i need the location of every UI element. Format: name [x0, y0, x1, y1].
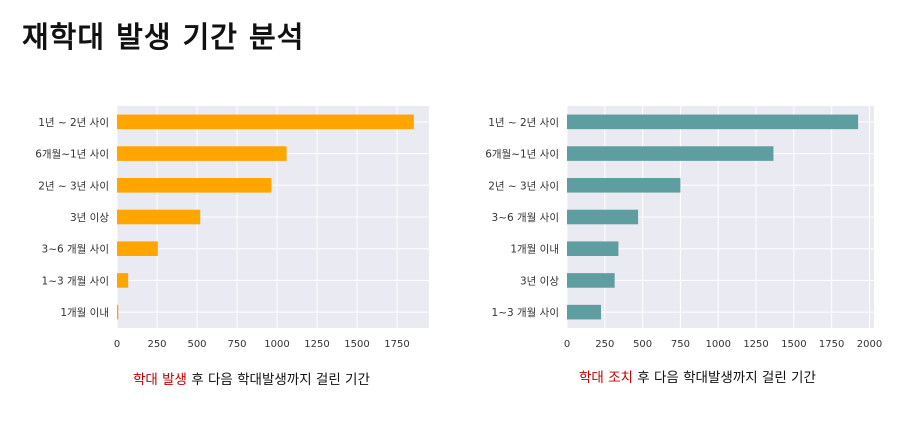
- right-bar: [567, 209, 639, 225]
- right-tick-label: 1250: [743, 339, 768, 350]
- right-tick-label: 1750: [819, 339, 844, 350]
- left-bar: [117, 209, 201, 225]
- right-category-label: 1개월 이내: [510, 244, 559, 256]
- right-bar: [567, 146, 774, 161]
- left-tick-label: 500: [187, 339, 206, 350]
- page-title: 재학대 발생 기간 분석: [22, 20, 305, 54]
- left-bar: [117, 146, 287, 161]
- left-tick-label: 1250: [304, 339, 329, 350]
- left-category-label: 1~3 개월 사이: [42, 275, 109, 287]
- right-category-label: 2년 ~ 3년 사이: [488, 180, 559, 192]
- right-bar: [567, 273, 615, 288]
- caption-left-highlight: 학대 발생: [133, 372, 187, 388]
- left-category-label: 1년 ~ 2년 사이: [38, 117, 109, 129]
- left-bar: [117, 273, 129, 288]
- left-category-label: 1개월 이내: [60, 307, 109, 319]
- left-tick-label: 250: [147, 339, 166, 350]
- left-bar: [117, 241, 158, 257]
- left-category-label: 2년 ~ 3년 사이: [38, 180, 109, 192]
- left-bar: [117, 304, 119, 320]
- left-bar: [117, 177, 272, 193]
- right-tick-label: 250: [595, 339, 614, 350]
- left-tick-label: 1000: [264, 339, 289, 350]
- right-bar: [567, 114, 859, 130]
- caption-right-rest: 후 다음 학대발생까지 걸린 기간: [632, 370, 816, 386]
- caption-left: 학대 발생 후 다음 학대발생까지 걸린 기간: [133, 368, 370, 388]
- caption-right-highlight: 학대 조치: [579, 370, 633, 386]
- left-tick-label: 0: [114, 339, 120, 350]
- right-bar: [567, 177, 681, 193]
- left-bar: [117, 114, 414, 130]
- right-tick-label: 1500: [781, 339, 806, 350]
- right-category-label: 1~3 개월 사이: [492, 307, 559, 319]
- left-category-label: 3~6 개월 사이: [42, 244, 109, 256]
- left-category-label: 3년 이상: [70, 212, 109, 224]
- left-tick-label: 750: [227, 339, 246, 350]
- right-tick-label: 1000: [706, 339, 731, 350]
- right-category-label: 3~6 개월 사이: [492, 212, 559, 224]
- right-bar: [567, 304, 602, 320]
- left-category-label: 6개월~1년 사이: [35, 149, 109, 161]
- right-tick-label: 750: [671, 339, 690, 350]
- left-tick-label: 1750: [384, 339, 409, 350]
- right-category-label: 6개월~1년 사이: [485, 149, 559, 161]
- right-bar: [567, 241, 619, 257]
- right-category-label: 3년 이상: [520, 275, 559, 287]
- caption-left-rest: 후 다음 학대발생까지 걸린 기간: [186, 372, 370, 388]
- right-category-label: 1년 ~ 2년 사이: [488, 117, 559, 129]
- left-tick-label: 1500: [344, 339, 369, 350]
- right-tick-label: 0: [564, 339, 570, 350]
- caption-right: 학대 조치 후 다음 학대발생까지 걸린 기간: [579, 366, 816, 386]
- right-tick-label: 2000: [857, 339, 882, 350]
- right-tick-label: 500: [633, 339, 652, 350]
